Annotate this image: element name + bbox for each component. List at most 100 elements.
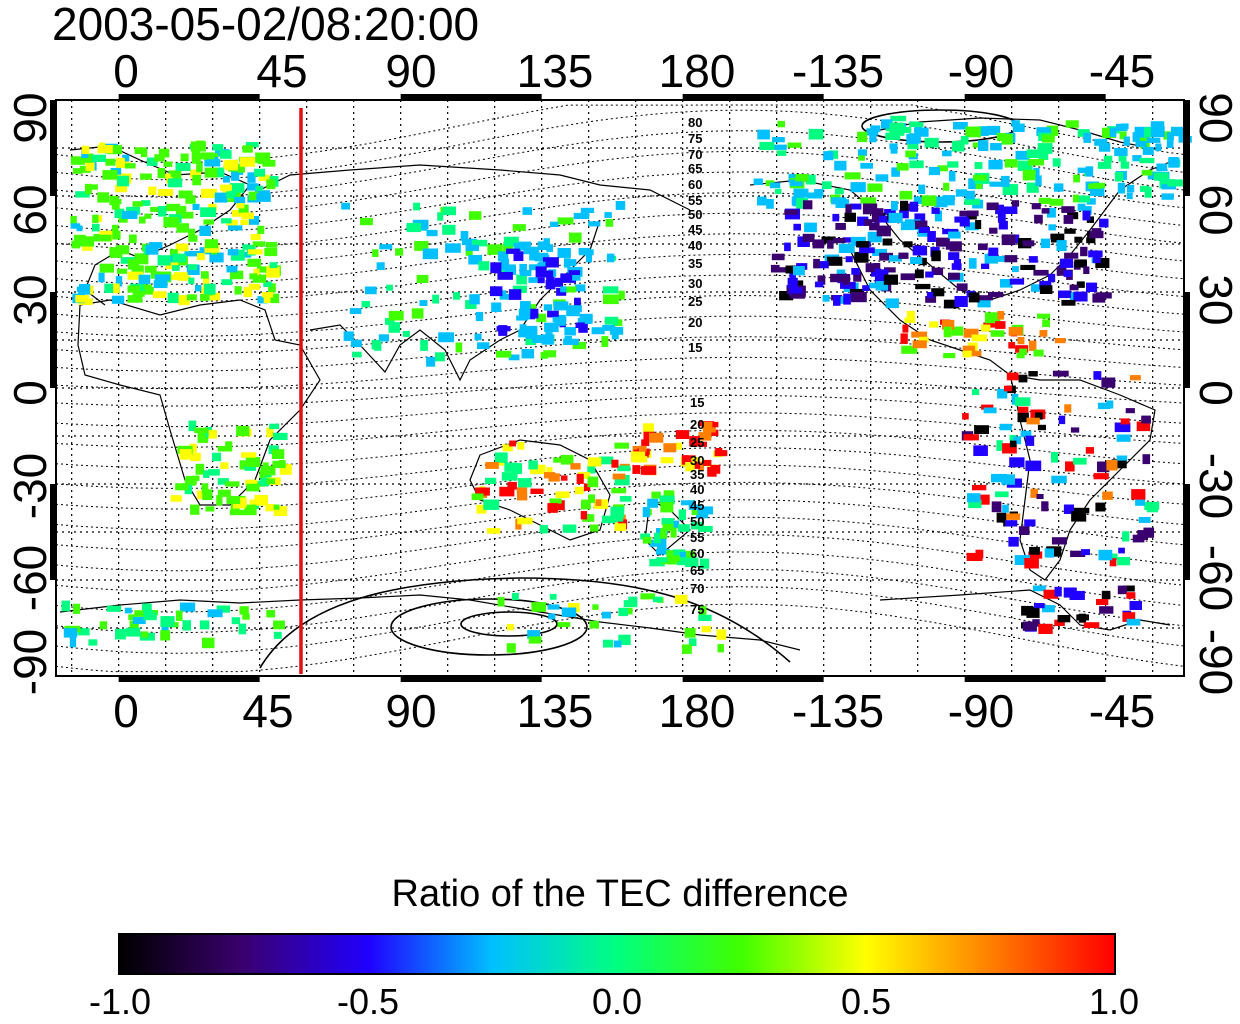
tec-cell <box>437 212 444 221</box>
tec-cell <box>588 494 595 503</box>
tec-cell <box>1017 412 1029 423</box>
tec-cell <box>445 243 461 253</box>
tec-cell <box>236 203 245 209</box>
auroral-contours <box>259 109 1019 669</box>
tec-cell <box>578 323 588 333</box>
tec-cell <box>965 222 979 231</box>
tec-cell <box>106 605 122 612</box>
tec-cell <box>834 188 844 195</box>
tec-cell <box>1038 623 1053 634</box>
tec-cell <box>900 273 916 281</box>
tec-cell <box>615 201 626 210</box>
tec-cell <box>885 132 901 140</box>
tec-cell <box>1114 422 1131 433</box>
tec-cell <box>1073 174 1080 183</box>
tec-cell <box>349 308 362 314</box>
tec-cell <box>1064 252 1079 259</box>
tec-cell <box>1002 443 1017 454</box>
tec-cell <box>1082 210 1091 221</box>
tec-cell <box>1085 447 1094 454</box>
tec-cell <box>919 336 929 343</box>
tec-cell <box>1086 237 1096 244</box>
tec-cell <box>803 200 813 210</box>
tec-cell <box>929 321 939 328</box>
tec-cell <box>517 517 533 525</box>
tec-cell <box>248 283 260 290</box>
tec-cell <box>943 353 956 359</box>
tec-cell <box>72 168 83 174</box>
tec-cell <box>1120 418 1130 425</box>
tec-cell <box>611 488 627 494</box>
tec-cell <box>845 256 853 263</box>
tec-cell <box>164 173 171 179</box>
tec-cell <box>109 251 123 258</box>
tec-cell <box>1088 250 1103 258</box>
tec-cell <box>245 457 261 467</box>
tec-cell <box>487 244 503 255</box>
tec-cell <box>822 295 830 302</box>
tec-cell <box>960 136 969 145</box>
tec-cell <box>1074 236 1083 243</box>
tec-cell <box>655 548 670 555</box>
tec-cell <box>61 600 70 612</box>
tec-cell <box>129 234 137 244</box>
tec-cell <box>684 557 699 567</box>
tec-cell <box>1043 589 1059 599</box>
tec-cell <box>1033 349 1044 357</box>
contour-label-s: 15 <box>690 395 704 410</box>
tec-cell <box>146 157 158 166</box>
tec-cell <box>209 252 224 263</box>
tec-cell <box>115 245 130 255</box>
tec-cell <box>111 295 125 304</box>
tec-cell <box>254 168 266 177</box>
tec-cell <box>962 350 972 358</box>
tec-cell <box>1077 167 1092 174</box>
tec-cell <box>81 145 90 155</box>
bottom-lon-tick: 135 <box>516 685 594 737</box>
tec-cell <box>714 450 728 457</box>
tec-cell <box>176 610 183 621</box>
tec-cell <box>889 122 905 133</box>
tec-cell <box>196 140 205 151</box>
tec-cell <box>127 295 143 303</box>
tec-cell <box>497 272 513 280</box>
tec-cell <box>954 296 968 307</box>
tec-cell <box>105 158 116 166</box>
tec-cell <box>442 224 456 235</box>
tec-cell <box>971 334 988 342</box>
bottom-lon-tick: 45 <box>242 685 294 737</box>
tec-cell <box>1089 230 1104 239</box>
tec-cell <box>1052 158 1061 167</box>
tec-cell <box>124 163 136 169</box>
tec-cell <box>990 330 1005 337</box>
tec-cell <box>854 251 869 263</box>
tec-cell <box>787 142 802 148</box>
tec-cell <box>582 514 595 522</box>
tec-cell <box>1101 377 1116 388</box>
top-lon-tick: 135 <box>516 45 594 97</box>
tec-cell <box>97 145 113 154</box>
tec-cell <box>617 465 631 472</box>
tec-cell <box>925 296 937 303</box>
tec-cell <box>1096 599 1109 605</box>
tec-cell <box>991 501 1002 513</box>
tec-cell <box>926 292 934 298</box>
tec-cell <box>491 302 502 312</box>
tec-cell <box>1019 348 1028 356</box>
tec-cell <box>242 244 250 250</box>
tec-cell <box>1093 371 1102 380</box>
tec-cell <box>145 244 159 255</box>
contour-label-s: 40 <box>690 482 704 497</box>
contour-label-n: 65 <box>688 161 702 176</box>
tec-cell <box>223 160 230 170</box>
tec-cell <box>216 605 231 613</box>
tec-cell <box>1028 256 1038 263</box>
tec-cell <box>217 445 232 452</box>
tec-cell <box>506 248 520 254</box>
tec-cell <box>678 509 686 521</box>
tec-cell <box>968 499 982 509</box>
tec-cell <box>870 125 881 132</box>
tec-cell <box>919 257 927 266</box>
tec-cell <box>827 240 834 249</box>
tec-cell <box>838 243 855 253</box>
